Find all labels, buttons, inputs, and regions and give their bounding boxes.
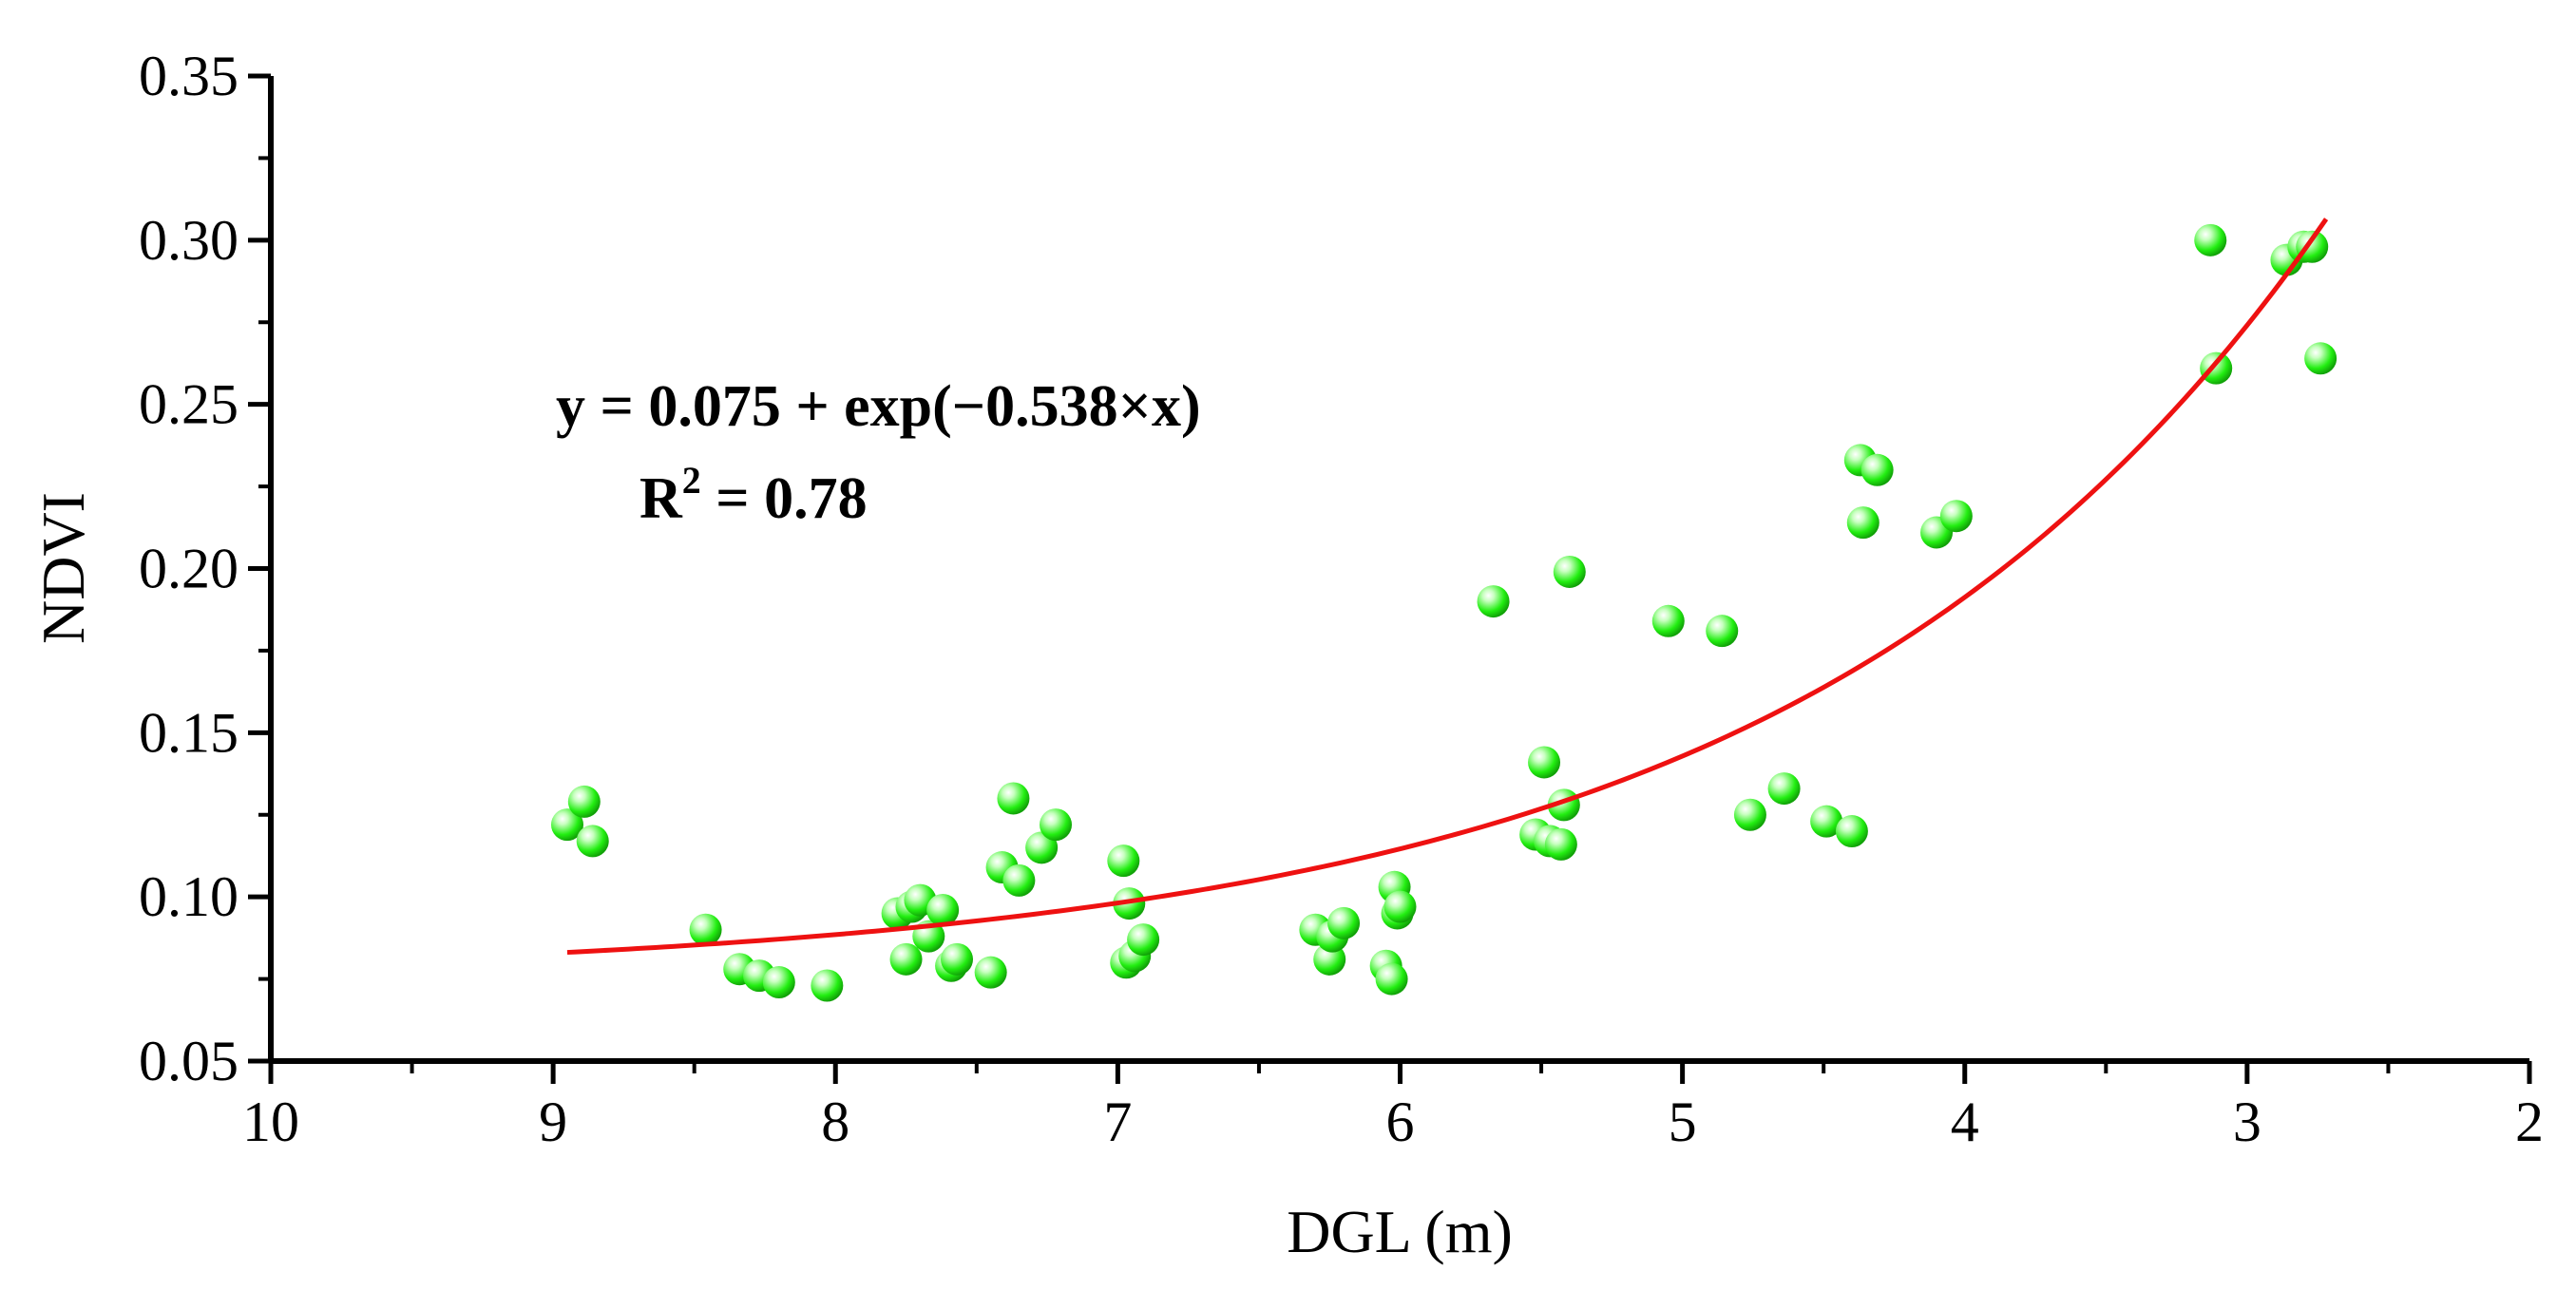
data-point: [2194, 223, 2227, 256]
data-point: [576, 825, 609, 858]
y-tick-label: 0.10: [139, 865, 239, 928]
data-point: [1733, 798, 1766, 831]
y-tick-label: 0.20: [139, 538, 239, 600]
fit-curve: [566, 218, 2329, 956]
data-point: [1383, 890, 1417, 923]
r-squared-value: = 0.78: [701, 466, 868, 531]
data-point: [2304, 342, 2337, 375]
y-tick-labels: 0.05 0.10 0.15 0.20 0.25 0.30 0.35: [139, 45, 239, 1092]
data-point: [1651, 604, 1685, 637]
data-point: [550, 808, 583, 842]
fit-equation: y = 0.075 + exp(−0.538×x): [556, 374, 1201, 439]
x-ticks: [268, 1061, 2532, 1084]
y-tick-label: 0.15: [139, 701, 239, 764]
data-point: [926, 893, 960, 926]
x-tick-label: 4: [1951, 1091, 1979, 1153]
y-tick-label: 0.30: [139, 209, 239, 272]
data-points: [550, 223, 2337, 1002]
data-point: [1860, 453, 1894, 486]
data-point: [1939, 500, 1973, 533]
data-point: [1477, 585, 1510, 618]
data-point: [974, 956, 1007, 989]
x-axis-title: DGL (m): [1287, 1198, 1513, 1265]
x-tick-label: 9: [539, 1091, 567, 1153]
x-tick-label: 6: [1386, 1091, 1415, 1153]
data-point: [1528, 746, 1561, 779]
data-point: [889, 942, 923, 976]
data-point: [762, 966, 795, 999]
data-point: [689, 913, 722, 946]
y-tick-label: 0.25: [139, 373, 239, 436]
data-point: [1107, 844, 1140, 878]
data-point: [1553, 555, 1586, 588]
data-point: [567, 785, 601, 818]
y-axis-title: NDVI: [29, 492, 97, 644]
data-point: [2200, 351, 2233, 385]
y-ticks: [248, 73, 271, 1064]
data-point: [1835, 815, 1868, 848]
r-squared-label: R2 = 0.78: [639, 459, 868, 531]
x-tick-label: 5: [1669, 1091, 1697, 1153]
x-tick-label: 2: [2515, 1091, 2544, 1153]
data-point: [1544, 827, 1577, 861]
x-tick-label: 7: [1103, 1091, 1132, 1153]
data-point: [997, 782, 1030, 815]
r-squared-superscript: 2: [682, 459, 701, 502]
data-point: [941, 942, 974, 976]
x-tick-label: 8: [821, 1091, 849, 1153]
y-tick-label: 0.05: [139, 1030, 239, 1092]
x-tick-label: 3: [2233, 1091, 2261, 1153]
data-point: [811, 969, 844, 1002]
data-point: [1127, 923, 1160, 957]
data-point: [1810, 805, 1843, 838]
data-point: [1706, 615, 1739, 648]
x-tick-label: 10: [242, 1091, 299, 1153]
data-point: [1040, 808, 1073, 842]
data-point: [2296, 230, 2329, 263]
data-point: [1327, 906, 1361, 939]
y-tick-label: 0.35: [139, 45, 239, 107]
data-point: [1375, 962, 1408, 996]
data-point: [1002, 863, 1036, 897]
data-point: [1767, 772, 1801, 806]
r-squared-r: R: [639, 466, 683, 531]
x-tick-labels: 10 9 8 7 6 5 4 3 2: [242, 1091, 2544, 1153]
data-point: [1846, 506, 1880, 540]
